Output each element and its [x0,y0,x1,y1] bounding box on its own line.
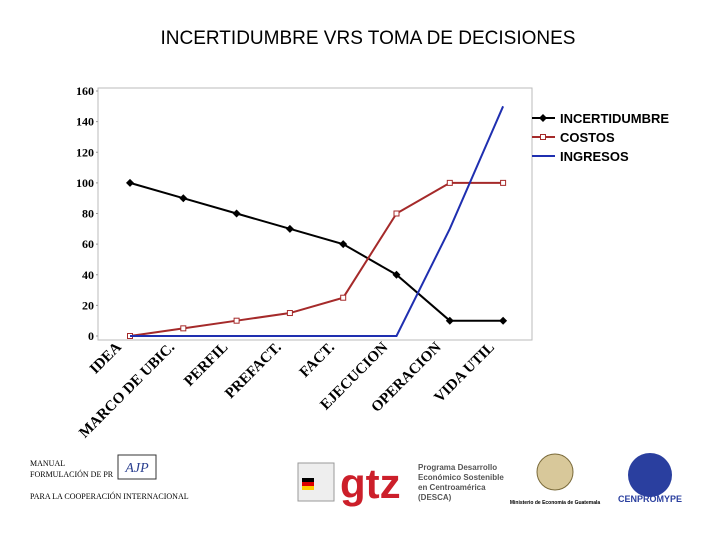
marker [392,270,401,279]
chart-title: INCERTIDUMBRE VRS TOMA DE DECISIONES [161,28,576,49]
y-tick-label: 80 [82,207,94,221]
flag [302,482,314,486]
footer: MANUAL FORMULACIÓN DE PR PARA LA COOPERA… [30,453,682,507]
desca: Económico Sostenible [418,473,504,482]
x-tick-label: PREFACT. [222,339,285,402]
flag [302,486,314,490]
y-tick-label: 60 [82,237,94,251]
y-tick-label: 120 [76,145,94,159]
y-tick-label: 160 [76,84,94,98]
desca: (DESCA) [418,493,452,502]
ministerio: Ministerio de Economía de Guatemala [510,500,601,506]
x-tick-label: MARCO DE UBIC. [76,339,178,441]
y-tick-label: 140 [76,115,94,129]
legend-marker [540,134,546,140]
marker [339,240,348,249]
legend-label: INGRESOS [560,149,629,164]
series-line [129,181,504,322]
marker [286,310,293,317]
marker [340,294,347,301]
y-tick-label: 0 [88,329,94,343]
marker [499,316,508,325]
footer-text: PARA LA COOPERACIÓN INTERNACIONAL [30,491,189,501]
x-tick-label: PERFIL [181,340,231,390]
marker [232,209,241,218]
marker [500,179,507,186]
marker [445,316,454,325]
marker [393,210,400,217]
x-tick-label: IDEA [87,339,125,377]
cenpromype-logo [628,453,672,497]
marker [179,194,188,203]
gtz-logo: gtz [340,460,401,507]
marker [180,325,187,332]
desca: Programa Desarrollo [418,463,497,472]
ajp-text: AJP [124,461,149,476]
marker [446,179,453,186]
coat-of-arms [536,453,574,491]
footer-text: FORMULACIÓN DE PR [30,469,114,479]
legend-marker [539,114,547,122]
cenpromype: CENPROMYPE [618,494,682,504]
marker [285,224,294,233]
marker [233,317,240,324]
marker [126,178,134,187]
plot-frame [97,87,533,341]
series-line [129,181,504,337]
x-tick-label: FACT. [297,339,338,380]
series-line [130,105,505,337]
y-tick-label: 20 [82,298,94,312]
y-tick-label: 100 [76,176,94,190]
y-tick-label: 40 [82,268,94,282]
legend-label: INCERTIDUMBRE [560,111,669,126]
ajp-logo [117,454,157,480]
desca: en Centroamérica [418,483,486,492]
flag [302,478,314,482]
footer-text: MANUAL [30,459,65,468]
legend-label: COSTOS [560,130,615,145]
